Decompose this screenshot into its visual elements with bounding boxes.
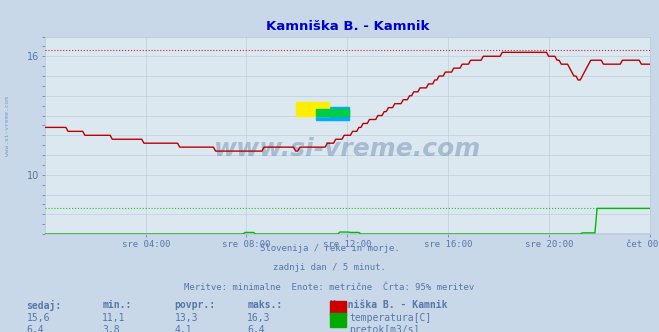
Text: pretok[m3/s]: pretok[m3/s] (349, 325, 420, 332)
Text: www.si-vreme.com: www.si-vreme.com (5, 96, 11, 156)
FancyBboxPatch shape (296, 103, 329, 116)
Text: sedaj:: sedaj: (26, 300, 61, 311)
Text: zadnji dan / 5 minut.: zadnji dan / 5 minut. (273, 263, 386, 272)
FancyBboxPatch shape (316, 109, 349, 116)
Text: Kamniška B. - Kamnik: Kamniška B. - Kamnik (330, 300, 447, 310)
Text: Meritve: minimalne  Enote: metrične  Črta: 95% meritev: Meritve: minimalne Enote: metrične Črta:… (185, 283, 474, 291)
Text: 11,1: 11,1 (102, 313, 126, 323)
Text: 13,3: 13,3 (175, 313, 198, 323)
FancyBboxPatch shape (316, 107, 349, 120)
Title: Kamniška B. - Kamnik: Kamniška B. - Kamnik (266, 20, 429, 33)
Text: 6,4: 6,4 (26, 325, 44, 332)
Text: maks.:: maks.: (247, 300, 282, 310)
Text: 16,3: 16,3 (247, 313, 271, 323)
Text: povpr.:: povpr.: (175, 300, 215, 310)
Text: 3,8: 3,8 (102, 325, 120, 332)
Text: 6,4: 6,4 (247, 325, 265, 332)
Text: Slovenija / reke in morje.: Slovenija / reke in morje. (260, 244, 399, 253)
Text: min.:: min.: (102, 300, 132, 310)
Text: www.si-vreme.com: www.si-vreme.com (214, 137, 481, 161)
Text: temperatura[C]: temperatura[C] (349, 313, 432, 323)
Text: 15,6: 15,6 (26, 313, 50, 323)
Text: 4,1: 4,1 (175, 325, 192, 332)
